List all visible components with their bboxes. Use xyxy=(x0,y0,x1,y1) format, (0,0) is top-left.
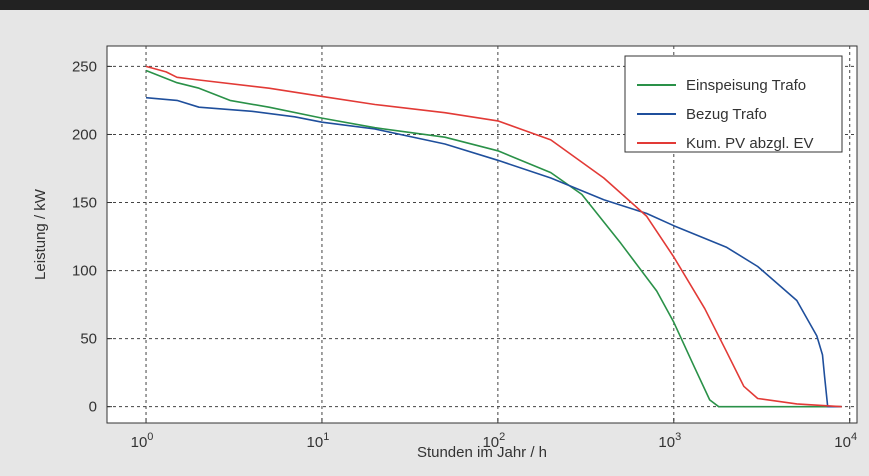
series-line xyxy=(145,65,842,408)
x-tick-label: 103 xyxy=(658,431,681,451)
y-tick-label: 250 xyxy=(72,58,97,75)
legend-label: Kum. PV abzgl. EV xyxy=(686,135,814,152)
y-tick-label: 150 xyxy=(72,195,97,212)
legend-label: Bezug Trafo xyxy=(686,106,767,123)
x-tick-label: 104 xyxy=(834,431,857,451)
chart: 100 101 102 103 104 0 50 100 150 200 250 Stunden … xyxy=(32,45,858,461)
y-tick-label: 50 xyxy=(80,331,97,348)
legend: Einspeisung Trafo Bezug Trafo Kum. PV abzg… xyxy=(624,55,843,153)
y-axis-label: Leistung / kW xyxy=(32,188,49,280)
series-layer xyxy=(145,65,842,408)
x-ticks: 100 101 102 103 104 xyxy=(131,418,857,451)
series-line xyxy=(145,69,842,408)
x-axis-label: Stunden im Jahr / h xyxy=(417,444,547,461)
series-line xyxy=(145,96,842,408)
x-tick-label: 102 xyxy=(482,431,505,451)
legend-box xyxy=(624,55,843,153)
top-bar xyxy=(0,0,869,10)
y-tick-label: 100 xyxy=(72,263,97,280)
x-tick-label: 101 xyxy=(307,431,330,451)
legend-label: Einspeisung Trafo xyxy=(686,77,806,94)
y-tick-label: 200 xyxy=(72,126,97,143)
y-ticks: 0 50 100 150 200 250 xyxy=(72,58,112,416)
y-tick-label: 0 xyxy=(89,399,97,416)
x-tick-label: 100 xyxy=(131,431,154,451)
